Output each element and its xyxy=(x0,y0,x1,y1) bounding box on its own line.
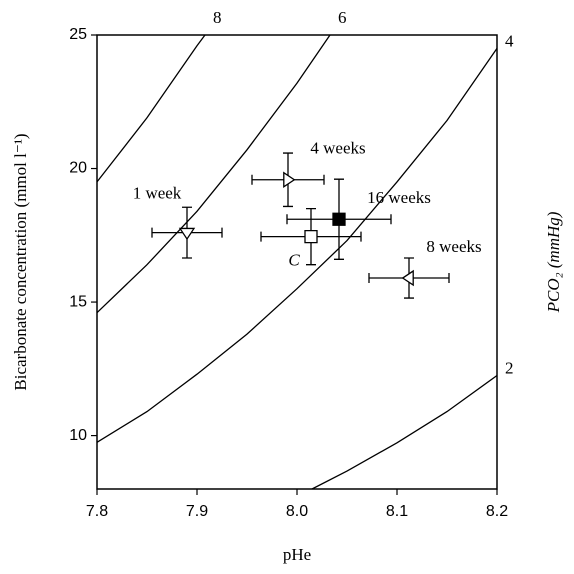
data-point xyxy=(401,269,414,287)
y-tick-label: 15 xyxy=(69,293,87,310)
y2-axis-label: PCO₂ (mmHg) xyxy=(544,211,563,313)
point-label: 16 weeks xyxy=(367,188,431,207)
data-point xyxy=(283,171,296,188)
y-tick-label: 25 xyxy=(69,26,87,43)
x-axis-label: pHe xyxy=(283,545,311,564)
isopleth-line xyxy=(96,34,331,314)
isopleth-line xyxy=(96,48,498,443)
x-tick-label: 8.0 xyxy=(286,503,308,520)
isopleth-line xyxy=(96,34,206,183)
point-label: C xyxy=(288,251,300,270)
data-point xyxy=(178,227,196,241)
point-label: 8 weeks xyxy=(426,237,481,256)
y-tick-label: 10 xyxy=(69,427,87,444)
isopleth-label: 4 xyxy=(505,31,514,50)
x-tick-label: 8.1 xyxy=(386,503,408,520)
isopleth-line xyxy=(311,374,498,490)
isopleth-label: 8 xyxy=(213,8,222,27)
point-label: 4 weeks xyxy=(310,139,365,158)
isopleth-label: 2 xyxy=(505,358,514,377)
y-tick-label: 20 xyxy=(69,160,87,177)
isopleth-label: 6 xyxy=(338,8,347,27)
data-point xyxy=(332,212,346,226)
point-label: 1 week xyxy=(133,184,182,203)
x-tick-label: 7.8 xyxy=(86,503,108,520)
y-axis-label: Bicarbonate concentration (mmol l⁻¹) xyxy=(11,133,30,390)
x-tick-label: 8.2 xyxy=(486,503,508,520)
x-tick-label: 7.9 xyxy=(186,503,208,520)
data-point xyxy=(304,229,318,244)
